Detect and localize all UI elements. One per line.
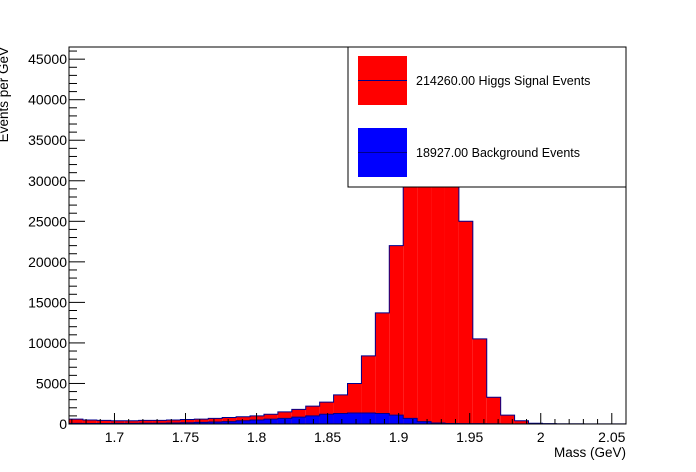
bar-signal (375, 312, 390, 424)
x-axis-title: Mass (GeV) (554, 445, 626, 460)
bar-signal (500, 415, 515, 424)
bar-signal (361, 355, 376, 424)
bar-background (403, 418, 418, 424)
legend: 214260.00 Higgs Signal Events 18927.00 B… (347, 46, 627, 188)
x-tick-label: 1.75 (172, 429, 199, 445)
y-tick-label: 10000 (28, 335, 67, 351)
bar-signal (124, 420, 139, 424)
bar-background (361, 413, 376, 424)
bar-background (180, 422, 195, 424)
y-tick-label: 5000 (36, 375, 67, 391)
bar-signal (138, 420, 153, 424)
y-tick-label: 40000 (28, 92, 67, 108)
y-tick-label: 35000 (28, 132, 67, 148)
bar-background (305, 415, 320, 424)
y-tick-label: 20000 (28, 254, 67, 270)
y-tick-label: 0 (59, 416, 67, 432)
x-tick-label: 1.7 (105, 429, 125, 445)
y-tick-label: 45000 (28, 51, 67, 67)
bar-signal (444, 140, 459, 424)
bar-signal (110, 420, 125, 424)
bar-signal (152, 420, 167, 424)
x-tick-label: 1.9 (389, 429, 409, 445)
bar-background (319, 414, 334, 424)
x-tick-label: 1.85 (314, 429, 341, 445)
outline-signal (68, 46, 627, 425)
bar-signal (389, 245, 404, 424)
bar-signal (180, 419, 195, 424)
bar-background (333, 413, 348, 424)
x-tick-label: 2.05 (598, 429, 625, 445)
bar-signal (514, 420, 529, 424)
y-tick-label: 25000 (28, 213, 67, 229)
y-tick-label: 30000 (28, 173, 67, 189)
bar-signal (486, 397, 501, 424)
bar-signal (403, 149, 418, 425)
bar-background (375, 413, 390, 424)
bar-background (222, 421, 237, 424)
bar-signal (69, 419, 83, 424)
bar-background (417, 421, 432, 424)
bar-background (236, 420, 251, 424)
y-tick-label: 15000 (28, 294, 67, 310)
x-tick-label: 2 (537, 429, 545, 445)
legend-label-signal: 214260.00 Higgs Signal Events (416, 74, 590, 88)
bar-signal (472, 338, 487, 424)
x-tick-label: 1.8 (247, 429, 267, 445)
bar-signal (458, 221, 473, 424)
bars-group (68, 46, 627, 425)
bar-background (347, 413, 362, 424)
bar-background (194, 422, 209, 424)
bar-signal (208, 418, 223, 424)
bar-signal (222, 417, 237, 424)
y-axis-title: Events per GeV (0, 47, 11, 142)
bar-signal (96, 420, 111, 424)
x-tick-label: 1.95 (456, 429, 483, 445)
legend-label-background: 18927.00 Background Events (416, 146, 580, 160)
axes-group: 1.7 1.75 1.8 1.85 1.9 1.95 2 2.05 0 5000 10000 1500… (28, 50, 627, 445)
bar-signal (82, 419, 97, 424)
bar-background (208, 421, 223, 424)
bar-background (389, 415, 404, 424)
bar-signal (166, 419, 181, 424)
bar-signal (194, 419, 209, 424)
